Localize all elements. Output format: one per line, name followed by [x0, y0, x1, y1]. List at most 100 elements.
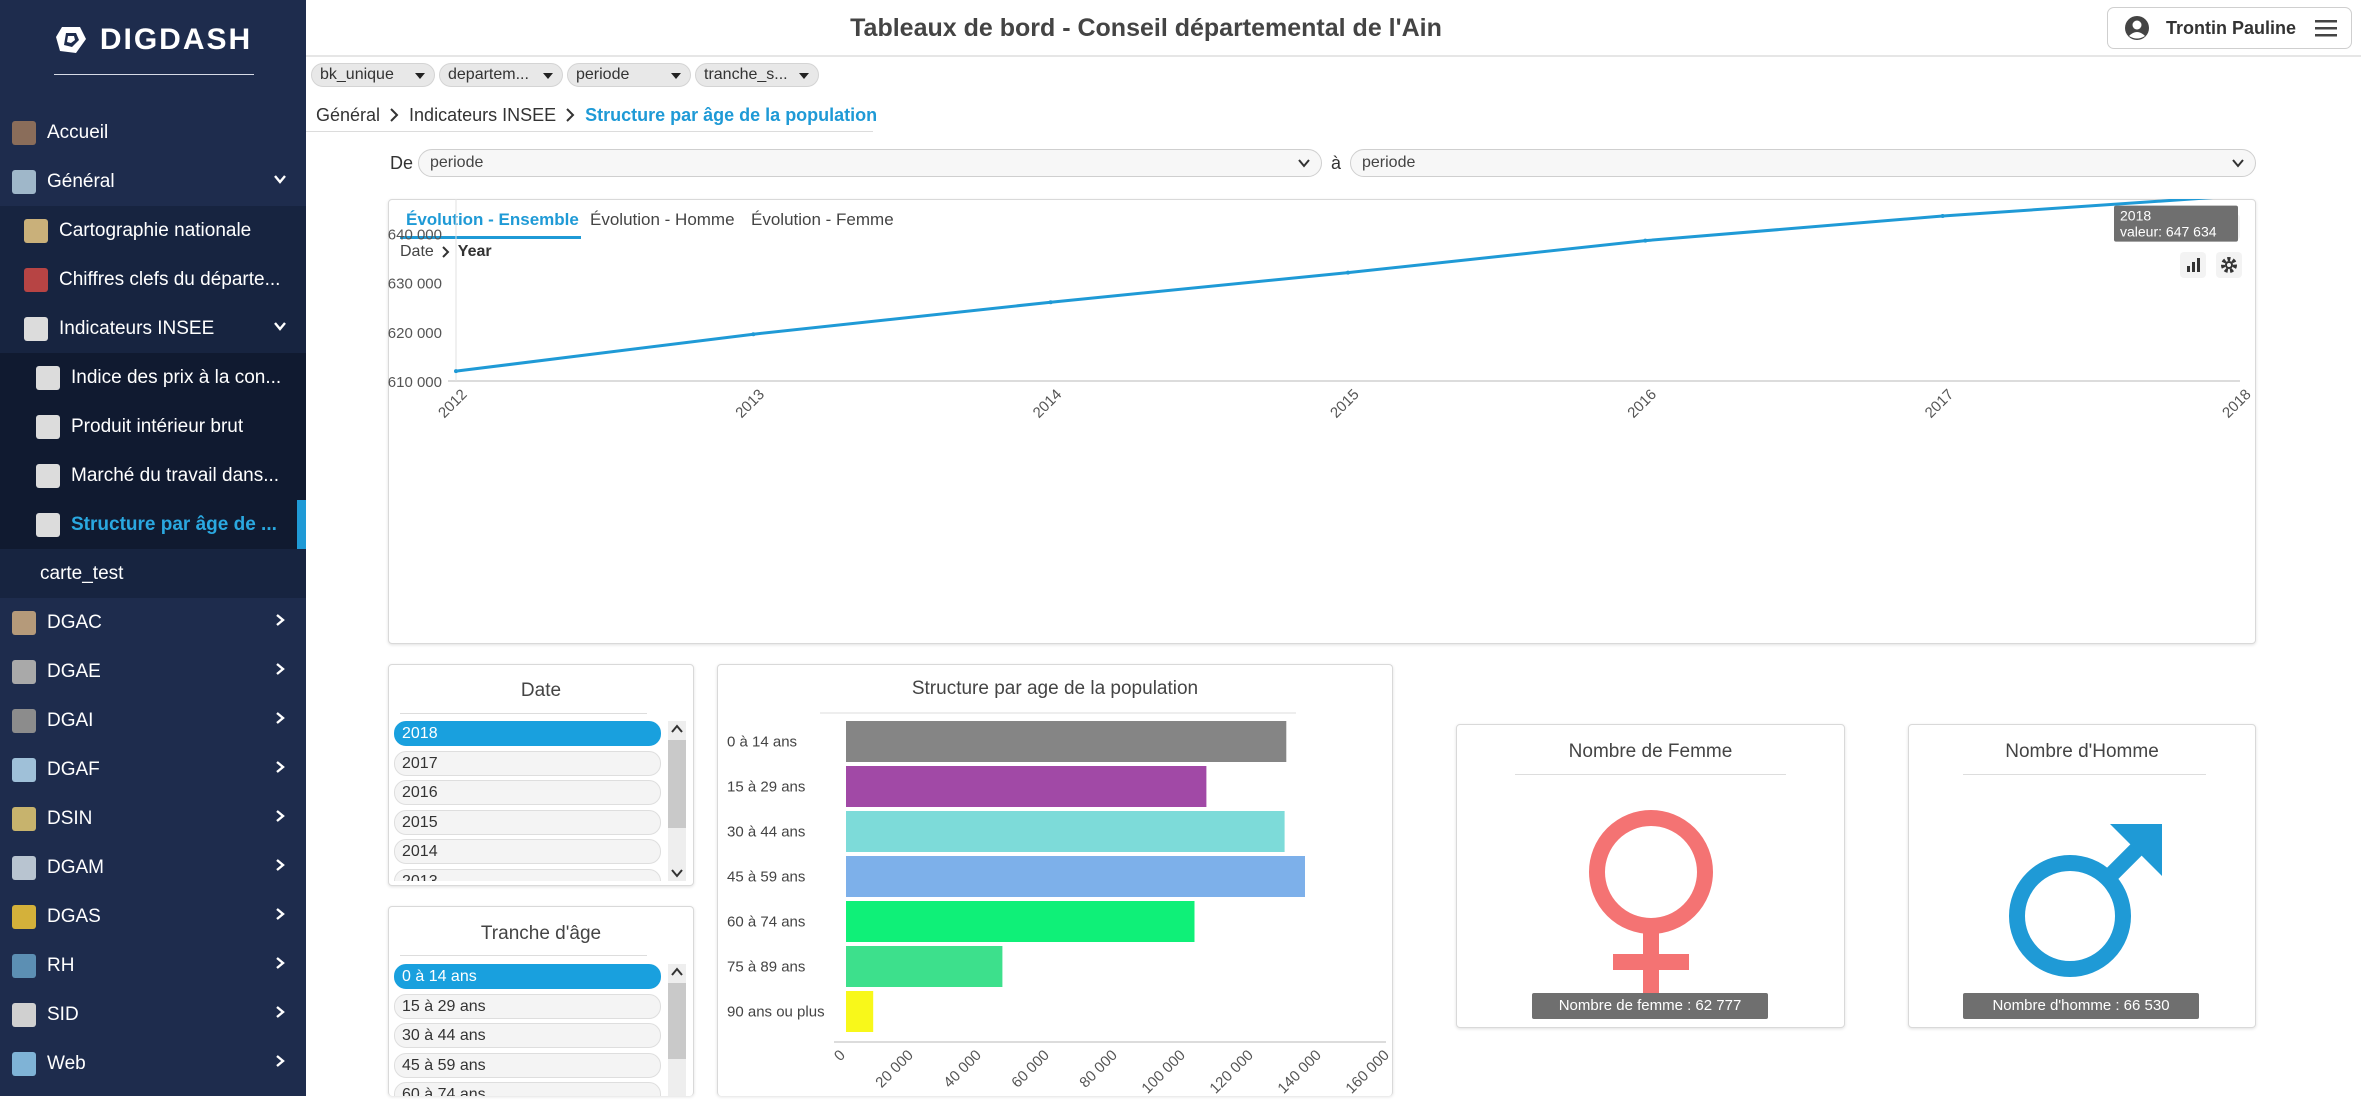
sidebar-item-chiffres-clefs-du-d-parte[interactable]: Chiffres clefs du départe...: [0, 255, 306, 304]
date-list-item[interactable]: 2014: [394, 839, 661, 864]
to-label: à: [1331, 153, 1342, 173]
sidebar-item-sid[interactable]: SID: [0, 990, 306, 1039]
tab-evolution-ensemble[interactable]: Évolution - Ensemble: [406, 210, 579, 229]
sidebar-item-dgai[interactable]: DGAI: [0, 696, 306, 745]
sidebar-item-dgae[interactable]: DGAE: [0, 647, 306, 696]
chevron-right-icon[interactable]: [272, 710, 288, 726]
scroll-up-icon[interactable]: [670, 724, 684, 734]
chevron-down-icon[interactable]: [272, 171, 288, 187]
sidebar-item-rh[interactable]: RH: [0, 941, 306, 990]
age-list-item[interactable]: 45 à 59 ans: [394, 1052, 661, 1078]
breadcrumb-divider: [306, 131, 873, 132]
filter-chip-tranche[interactable]: tranche_s...: [695, 63, 819, 87]
chevron-right-icon[interactable]: [272, 808, 288, 824]
chevron-right-icon[interactable]: [272, 955, 288, 971]
sidebar-item-dgam[interactable]: DGAM: [0, 843, 306, 892]
hamburger-menu-icon[interactable]: [2315, 18, 2337, 38]
breadcrumb-indicateurs[interactable]: Indicateurs INSEE: [409, 104, 557, 125]
tab-evolution-femme[interactable]: Évolution - Femme: [751, 210, 894, 229]
date-list-item[interactable]: 2013: [394, 868, 661, 881]
sidebar-item-produit-int-rieur-brut[interactable]: Produit intérieur brut: [0, 402, 306, 451]
sidebar-item-indicateurs-insee[interactable]: Indicateurs INSEE: [0, 304, 306, 353]
chevron-right-icon[interactable]: [272, 1004, 288, 1020]
date-list-item[interactable]: 2015: [394, 809, 661, 835]
insee-icon: [36, 414, 60, 439]
date-list-item[interactable]: 2017: [394, 750, 661, 776]
chart-settings-button[interactable]: [2216, 252, 2242, 278]
data-point[interactable]: [751, 332, 756, 337]
chevron-right-icon[interactable]: [272, 1053, 288, 1069]
sidebar-item-dgas[interactable]: DGAS: [0, 892, 306, 941]
period-to-select[interactable]: periode: [1350, 149, 2256, 177]
data-point[interactable]: [1643, 238, 1648, 243]
age-list-item[interactable]: 30 à 44 ans: [394, 1023, 661, 1048]
sidebar-item-carte-test[interactable]: carte_test: [0, 549, 306, 598]
bar[interactable]: [846, 766, 1207, 807]
sidebar-item-march-du-travail-dans[interactable]: Marché du travail dans...: [0, 451, 306, 500]
bar[interactable]: [846, 721, 1287, 762]
male-title-divider: [1963, 774, 2206, 775]
tab-evolution-homme[interactable]: Évolution - Homme: [590, 210, 735, 229]
gear-icon: [2221, 257, 2237, 273]
age-filter-title: Tranche d'âge: [480, 923, 602, 944]
bar[interactable]: [846, 946, 1003, 987]
age-list-item[interactable]: 0 à 14 ans: [394, 964, 661, 989]
sidebar-item-indice-des-prix-la-con[interactable]: Indice des prix à la con...: [0, 353, 306, 402]
sidebar-item-web[interactable]: Web: [0, 1039, 306, 1088]
date-list-item[interactable]: 2018: [394, 721, 661, 746]
female-symbol-icon: [1589, 810, 1713, 998]
scroll-up-icon[interactable]: [670, 967, 684, 977]
bar[interactable]: [846, 901, 1195, 942]
chevron-right-icon[interactable]: [272, 857, 288, 873]
data-point[interactable]: [1346, 270, 1350, 275]
sidebar-item-dgaf[interactable]: DGAF: [0, 745, 306, 794]
bar[interactable]: [846, 991, 874, 1032]
breadcrumb-general[interactable]: Général: [316, 104, 381, 125]
age-list-item[interactable]: 60 à 74 ans: [394, 1082, 661, 1096]
sidebar-item-cartographie-nationale[interactable]: Cartographie nationale: [0, 206, 306, 255]
dgas-icon: [12, 904, 36, 929]
filter-chip-periode[interactable]: periode: [567, 63, 691, 87]
chevron-right-icon[interactable]: [272, 906, 288, 922]
logo-divider: [54, 74, 254, 75]
sidebar-item-structure-par-ge-de[interactable]: Structure par âge de ...: [0, 500, 306, 549]
data-point[interactable]: [1048, 300, 1053, 305]
chevron-right-icon[interactable]: [272, 759, 288, 775]
chevron-right-icon[interactable]: [272, 612, 288, 628]
sidebar: DIGDASH Accueil Général Cartographie natio…: [0, 0, 306, 1096]
from-label: De: [390, 153, 414, 173]
filter-chip-departement[interactable]: departem...: [439, 63, 563, 87]
x-tick-label: 2017: [1922, 386, 1958, 422]
user-menu-button[interactable]: Trontin Pauline: [2107, 7, 2352, 49]
period-from-select[interactable]: periode: [418, 149, 1322, 177]
digdash-logo-icon: [55, 27, 86, 53]
drill-level-date[interactable]: Date: [400, 243, 434, 260]
age-list-scroll-thumb[interactable]: [668, 983, 686, 1059]
bar-chart[interactable]: Structure par age de la population 0 à 14…: [717, 664, 1393, 1096]
age-list-item[interactable]: 15 à 29 ans: [394, 993, 661, 1019]
bar[interactable]: [846, 811, 1285, 852]
bar-category-label: 15 à 29 ans: [727, 779, 805, 796]
data-point[interactable]: [454, 369, 458, 374]
chevron-right-icon[interactable]: [272, 661, 288, 677]
sidebar-item-dsin[interactable]: DSIN: [0, 794, 306, 843]
date-list-item[interactable]: 2016: [394, 780, 661, 805]
sidebar-item-accueil[interactable]: Accueil: [0, 108, 306, 157]
evolution-series-line[interactable]: [455, 199, 2240, 373]
data-point[interactable]: [1940, 214, 1945, 219]
sidebar-item-g-n-ral[interactable]: Général: [0, 157, 306, 206]
chart-type-button[interactable]: [2180, 252, 2206, 278]
sidebar-item-dgac[interactable]: DGAC: [0, 598, 306, 647]
filter-chip-bk-unique[interactable]: bk_unique: [311, 63, 435, 87]
bar[interactable]: [846, 856, 1305, 897]
chevron-down-icon[interactable]: [272, 318, 288, 334]
female-count-badge: Nombre de femme : 62 777: [1532, 993, 1768, 1019]
sidebar-item-label: DGAC: [47, 611, 102, 633]
date-list-scroll-thumb[interactable]: [668, 740, 686, 828]
sid-icon: [12, 1002, 36, 1027]
date-filter-title: Date: [520, 680, 562, 701]
bar-category-label: 75 à 89 ans: [727, 959, 805, 976]
scroll-down-icon[interactable]: [670, 868, 684, 878]
app-logo[interactable]: DIGDASH: [0, 0, 306, 80]
